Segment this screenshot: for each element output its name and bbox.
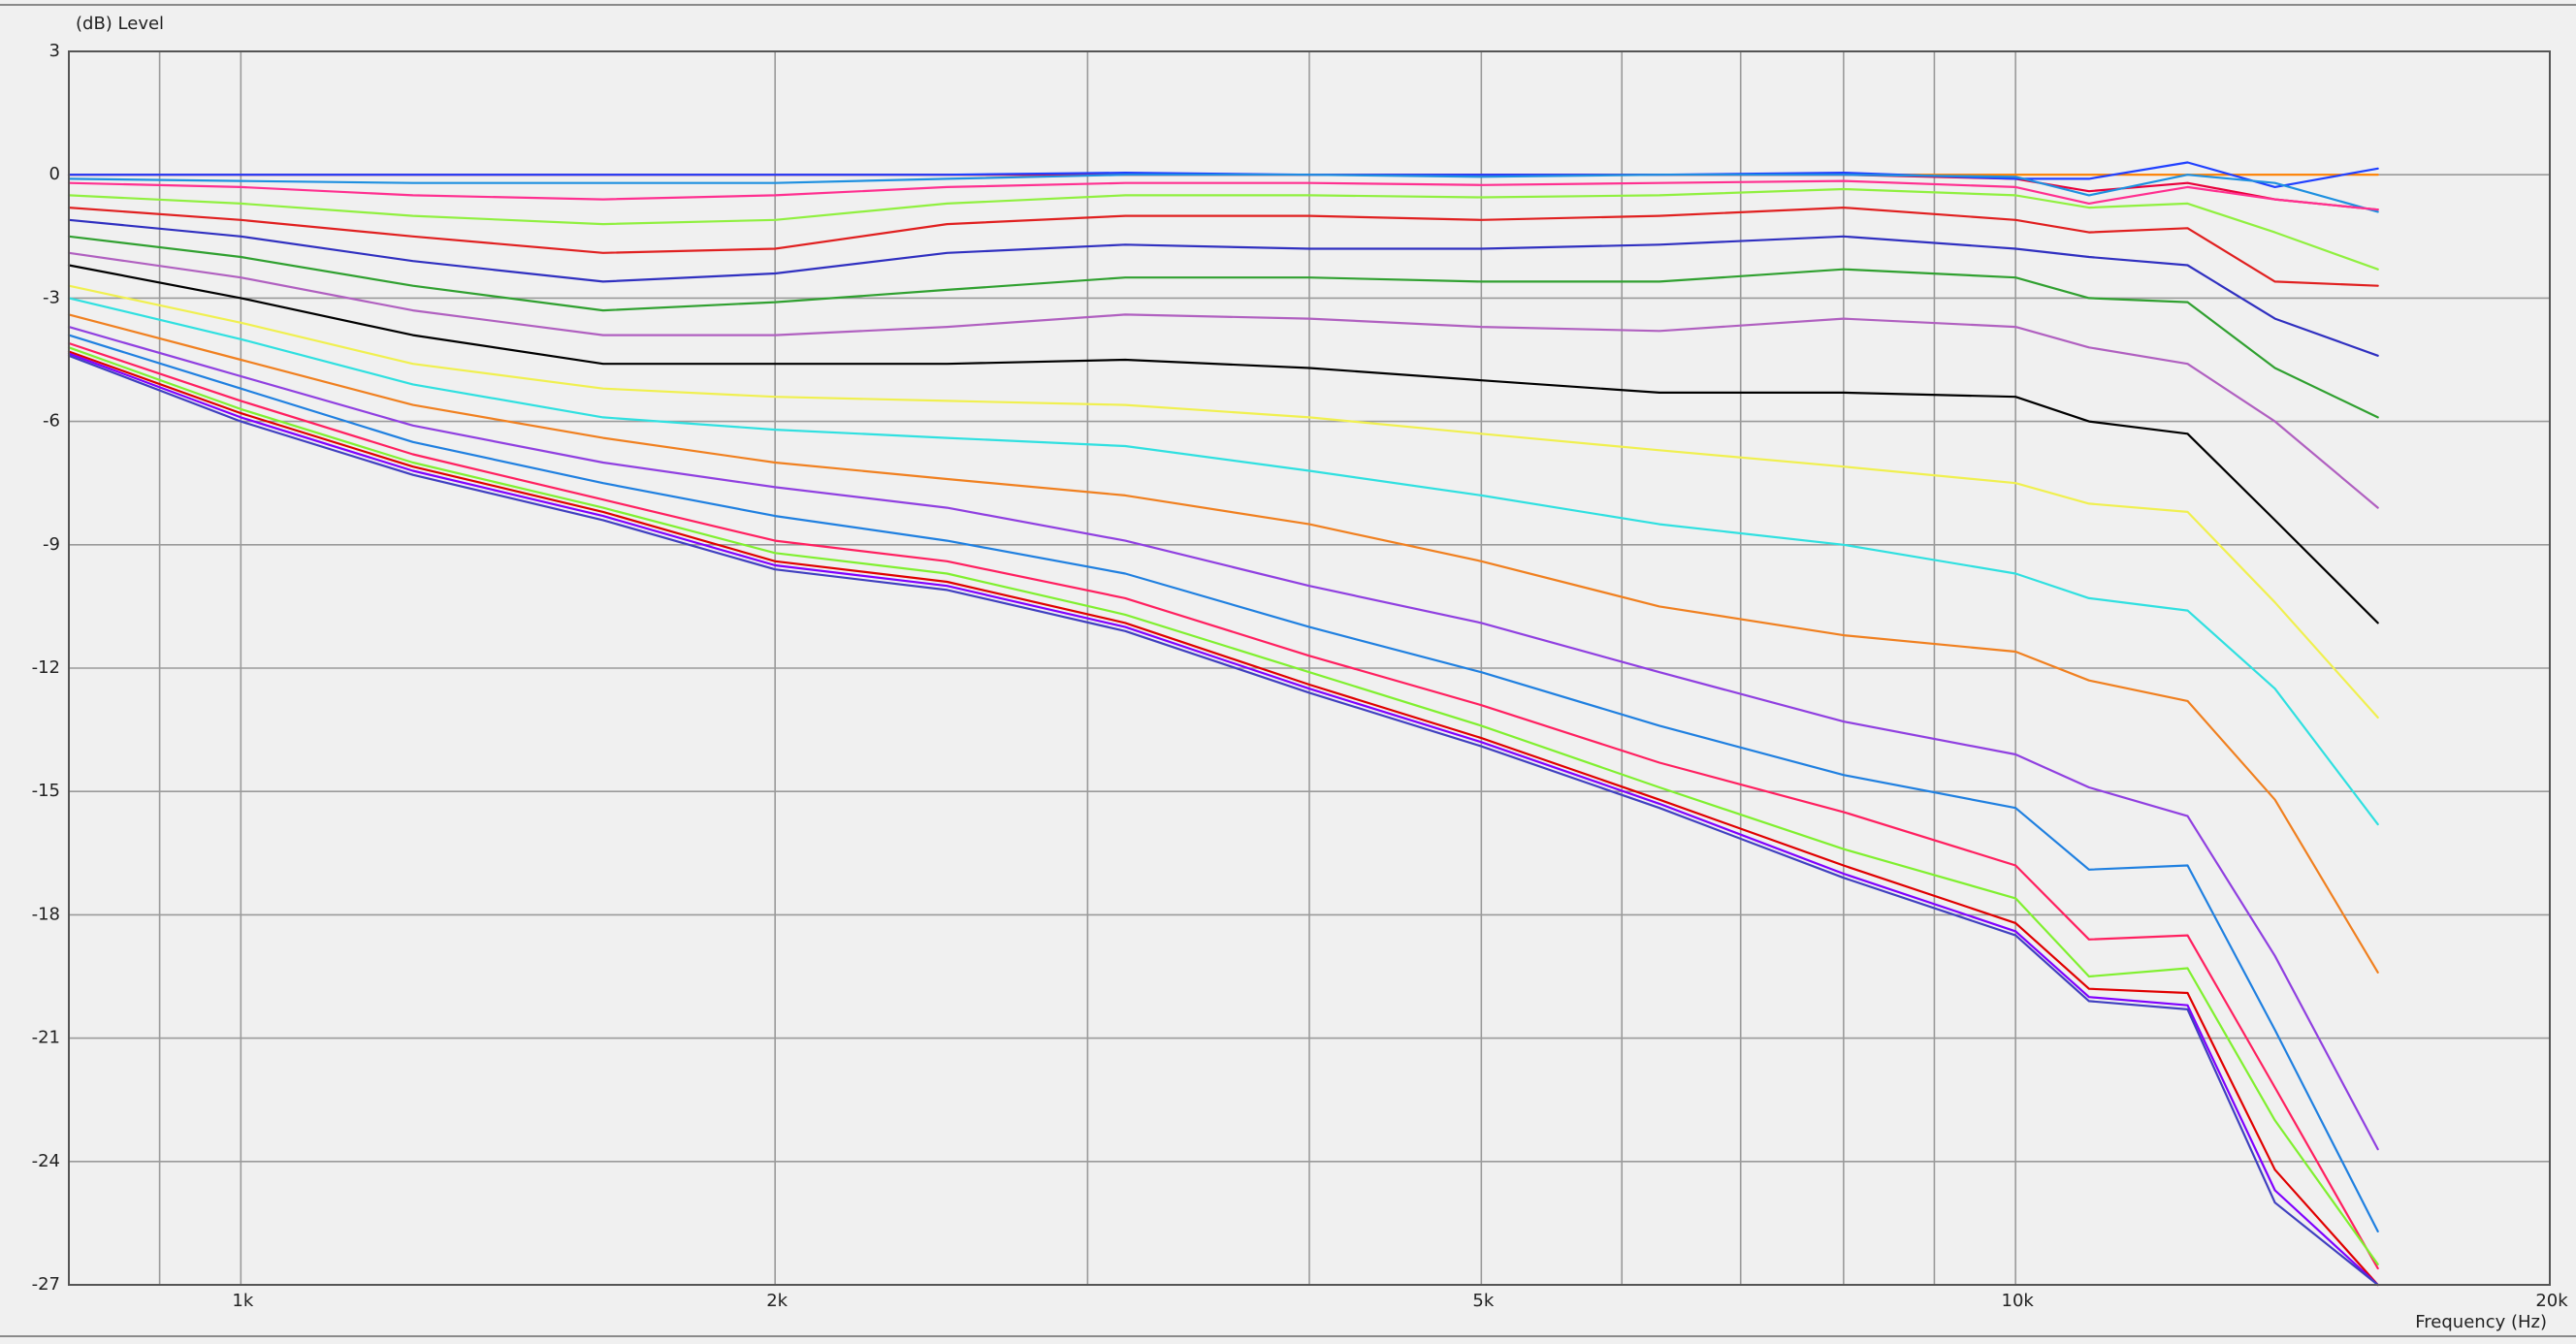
curve bbox=[67, 218, 2379, 357]
x-axis-label: Frequency (Hz) bbox=[2415, 1312, 2547, 1332]
curve bbox=[67, 264, 2379, 624]
curves bbox=[67, 161, 2379, 1287]
curve bbox=[67, 350, 2379, 1287]
y-tick-label: -12 bbox=[32, 657, 60, 678]
y-tick-label: -15 bbox=[32, 781, 60, 801]
curve bbox=[67, 354, 2379, 1287]
x-tick-label: 2k bbox=[766, 1291, 788, 1311]
x-tick-label: 10k bbox=[2002, 1291, 2035, 1311]
curve bbox=[67, 326, 2379, 1151]
plot-frame bbox=[68, 50, 2551, 1286]
y-tick-label: -21 bbox=[32, 1028, 60, 1048]
curve bbox=[67, 174, 2379, 213]
curve bbox=[67, 235, 2379, 419]
y-tick-label: 0 bbox=[49, 164, 60, 184]
y-tick-label: 3 bbox=[49, 41, 60, 61]
y-axis-label: (dB) Level bbox=[76, 14, 164, 34]
y-tick-label: -3 bbox=[43, 287, 60, 307]
y-tick-label: -27 bbox=[32, 1274, 60, 1295]
curve bbox=[67, 346, 2379, 1265]
y-tick-label: -6 bbox=[43, 411, 60, 432]
x-tick-label: 20k bbox=[2535, 1291, 2568, 1311]
curve bbox=[67, 187, 2379, 271]
curve bbox=[67, 207, 2379, 287]
y-tick-label: -9 bbox=[43, 534, 60, 555]
grid bbox=[69, 50, 2551, 1286]
x-tick-label: 5k bbox=[1472, 1291, 1494, 1311]
x-tick-label: 1k bbox=[232, 1291, 253, 1311]
y-tick-label: -18 bbox=[32, 904, 60, 924]
curve bbox=[67, 352, 2379, 1287]
curve bbox=[67, 179, 2379, 211]
curve bbox=[67, 313, 2379, 974]
curve bbox=[67, 284, 2379, 719]
curve bbox=[67, 341, 2379, 1270]
curve bbox=[67, 251, 2379, 509]
y-tick-label: -24 bbox=[32, 1151, 60, 1171]
curve bbox=[67, 297, 2379, 826]
curve bbox=[67, 334, 2379, 1232]
